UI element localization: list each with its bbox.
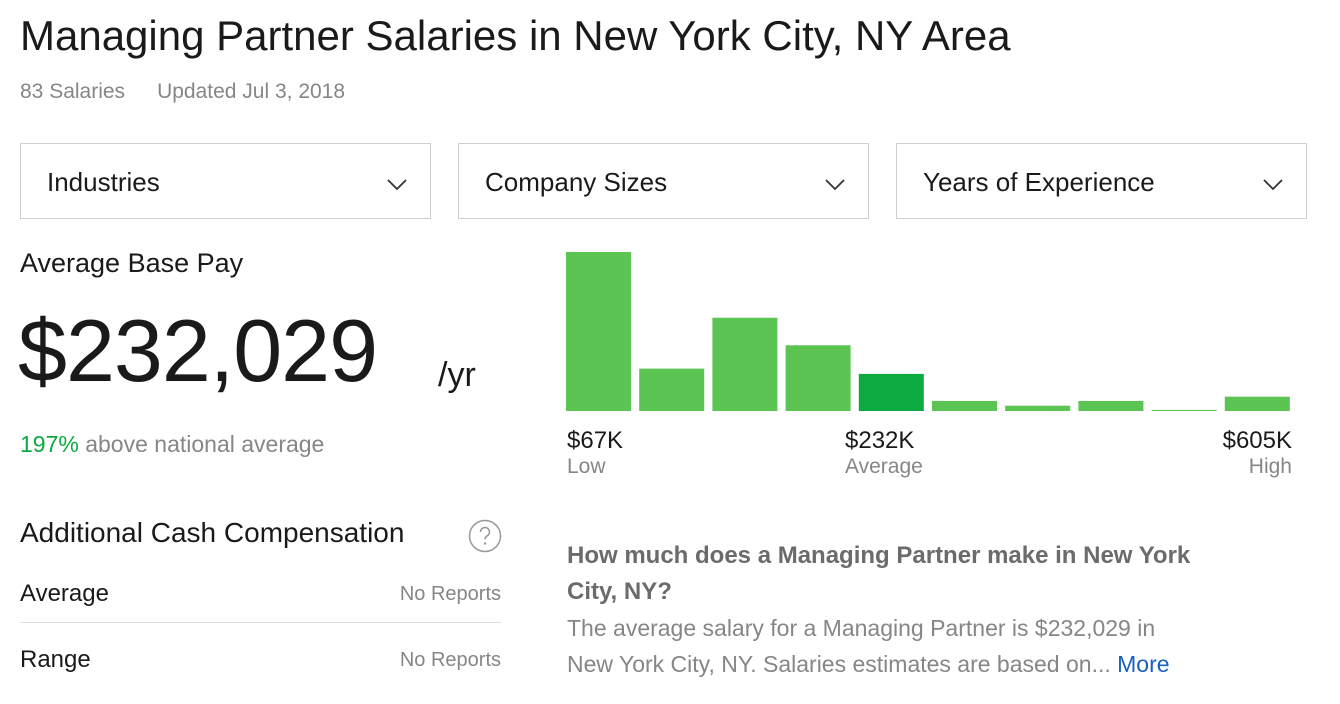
bar <box>932 400 997 411</box>
dropdown-label: Industries <box>47 167 160 197</box>
filter-dropdown[interactable]: Years of Experience <box>896 143 1307 219</box>
chevron <box>387 179 407 191</box>
row-value: No Reports <box>399 583 501 605</box>
comparison-text: above national average <box>85 431 325 457</box>
range-marker: $605K High <box>1223 427 1292 479</box>
row-value: No Reports <box>399 649 501 671</box>
comparison: 197% above national average <box>20 431 324 458</box>
question-line: How much does a Managing Partner make in… <box>567 542 1191 569</box>
faq-question: How much does a Managing Partner make in… <box>567 538 1190 610</box>
bar <box>785 345 851 411</box>
comp-row: Average No Reports <box>20 580 501 630</box>
range-marker: $67K Low <box>567 427 623 479</box>
bar <box>712 317 778 411</box>
divider <box>20 622 501 623</box>
row-label: Average <box>20 580 109 607</box>
faq-answer: The average salary for a Managing Partne… <box>567 610 1170 682</box>
section-label: Average Base Pay <box>20 248 244 278</box>
answer-line: The average salary for a Managing Partne… <box>567 615 1156 641</box>
dropdown-label: Years of Experience <box>923 167 1155 197</box>
range-marker: $232K Average <box>845 427 923 479</box>
marker-value: $605K <box>1222 427 1292 454</box>
answer-text: New York City, NY. Salaries estimates ar… <box>567 651 1111 677</box>
histogram <box>566 252 1290 411</box>
bar <box>1224 396 1290 411</box>
updated-date: Updated Jul 3, 2018 <box>157 80 346 103</box>
pay-unit: /yr <box>438 356 476 394</box>
subtitle: 83 Salaries Updated Jul 3, 2018 <box>20 80 345 104</box>
bar <box>1005 405 1071 411</box>
filter-dropdown[interactable]: Industries <box>20 143 431 219</box>
chevron <box>1263 179 1283 191</box>
pay-amount: $232,029 <box>18 301 378 400</box>
chevron <box>825 179 845 191</box>
row-label: Range <box>20 646 91 673</box>
marker-label: High <box>1248 455 1292 478</box>
bar <box>566 252 631 411</box>
marker-label: Average <box>845 455 923 478</box>
bar <box>639 368 705 411</box>
marker-value: $67K <box>567 427 624 454</box>
comparison-percent: 197% <box>20 431 79 457</box>
marker-value: $232K <box>845 427 915 454</box>
answer-line: New York City, NY. Salaries estimates ar… <box>567 646 1170 682</box>
dropdown-label: Company Sizes <box>485 167 668 197</box>
salary-count: 83 Salaries <box>20 80 126 103</box>
marker-label: Low <box>567 455 606 478</box>
bar <box>1078 400 1144 411</box>
comp-row: Range No Reports <box>20 646 501 696</box>
bar <box>1151 409 1217 411</box>
more-link[interactable]: More <box>1117 651 1170 677</box>
question-line: City, NY? <box>567 578 672 605</box>
section-title: Additional Cash Compensation <box>20 517 405 548</box>
filter-dropdown[interactable]: Company Sizes <box>458 143 869 219</box>
page-title: Managing Partner Salaries in New York Ci… <box>20 12 1011 59</box>
help-icon[interactable] <box>468 519 502 553</box>
bar <box>858 373 924 411</box>
